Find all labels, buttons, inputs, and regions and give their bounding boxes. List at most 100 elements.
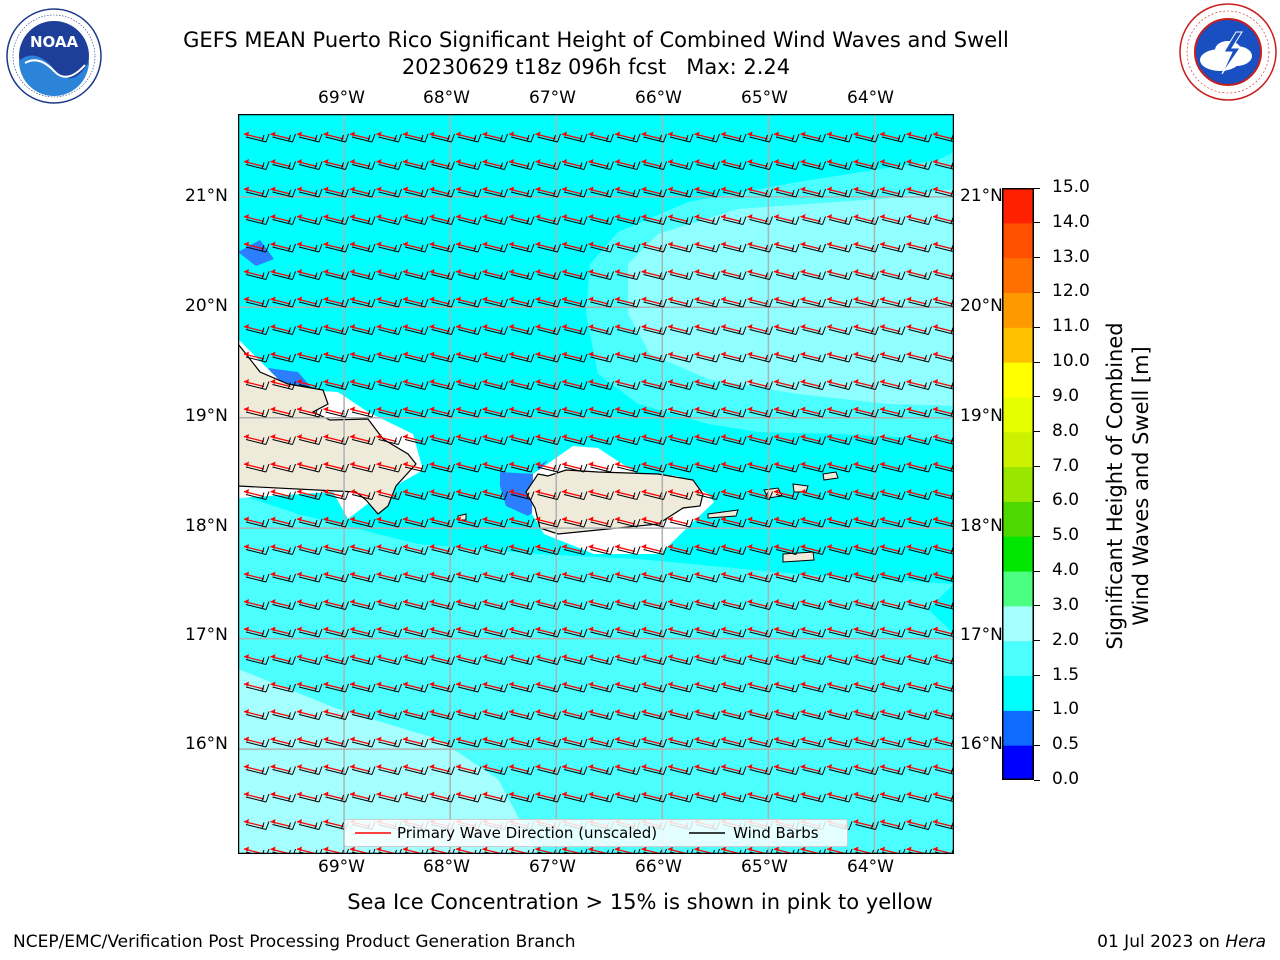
wave-arrow-head	[853, 241, 859, 247]
wind-barb	[404, 408, 429, 418]
wind-barb	[881, 408, 906, 418]
wind-barb	[881, 298, 906, 308]
wave-arrow-head	[615, 571, 620, 577]
wave-arrow-head	[668, 681, 673, 687]
wave-arrow-head	[376, 269, 382, 274]
wave-arrow-head	[535, 159, 541, 164]
wind-barb	[855, 656, 879, 665]
colorbar-tick-mark	[1034, 675, 1040, 677]
wave-arrow-head	[880, 489, 885, 494]
wind-barb	[457, 793, 482, 803]
wave-arrow-head	[562, 709, 567, 714]
wave-arrow-head	[588, 764, 594, 769]
wave-arrow-head	[880, 819, 885, 824]
wind-barb	[855, 573, 879, 583]
wave-arrow-head	[800, 214, 806, 219]
wind-barb	[828, 436, 853, 445]
wind-barb	[722, 683, 747, 693]
wave-arrow-head	[297, 571, 302, 577]
wave-arrow-head	[350, 406, 355, 412]
wind-barb	[934, 712, 954, 720]
wave-arrow-head	[668, 296, 673, 302]
wind-barb	[404, 656, 429, 665]
wind-barb	[722, 766, 747, 775]
wave-arrow-head	[933, 379, 938, 384]
wind-barb	[325, 271, 349, 280]
wave-arrow-head	[641, 846, 647, 852]
wave-arrow-head	[694, 846, 700, 852]
wave-arrow-head	[853, 791, 859, 797]
wind-barb	[431, 463, 455, 473]
wind-barb	[590, 243, 614, 253]
wave-arrow-head	[297, 791, 302, 797]
graticule	[238, 114, 954, 854]
wind-barb	[908, 381, 932, 390]
wind-barb	[722, 656, 747, 665]
wind-barb	[484, 161, 508, 170]
wave-arrow-head	[535, 296, 541, 302]
wind-barb	[510, 271, 535, 280]
wind-barb	[908, 821, 932, 830]
wind-barb	[828, 738, 853, 748]
wind-barb	[934, 409, 954, 418]
wind-barb	[802, 766, 826, 775]
wave-arrow-head	[376, 846, 382, 852]
wave-arrow-head	[906, 351, 912, 357]
wind-barb	[298, 656, 323, 665]
wind-barb	[431, 298, 455, 308]
wind-barb	[563, 573, 588, 583]
wind-barb	[855, 271, 879, 280]
wind-barb	[537, 546, 561, 555]
wind-barb	[908, 573, 932, 583]
wind-barb	[378, 298, 402, 308]
wave-arrow-head	[906, 846, 912, 852]
wave-arrow-head	[933, 599, 938, 604]
wave-arrow-head	[297, 296, 302, 302]
wind-barb	[802, 271, 826, 280]
wave-arrow-head	[270, 159, 276, 164]
wind-barb	[775, 766, 800, 775]
colorbar-segment	[1002, 501, 1034, 537]
wave-arrow-head	[721, 709, 726, 714]
wave-arrow-head	[482, 516, 488, 522]
wind-barb	[325, 601, 349, 610]
wave-arrow-head	[694, 324, 700, 329]
wind-barb	[616, 491, 641, 500]
wave-arrow-head	[456, 626, 461, 632]
wind-barb	[510, 381, 535, 390]
wind-barb	[616, 436, 641, 445]
wind-barb	[669, 628, 694, 638]
wind-barb	[378, 766, 402, 775]
wave-arrow-head	[270, 516, 276, 522]
wave-arrow-head	[562, 131, 567, 137]
wind-barb	[722, 738, 747, 748]
wind-barb	[643, 326, 667, 335]
wind-barb	[510, 436, 535, 445]
lon-label-top-69w: 69°W	[318, 88, 365, 108]
wave-arrow-head	[376, 599, 382, 604]
wave-arrow-head	[588, 736, 594, 742]
wave-arrow-head	[906, 626, 912, 632]
wave-arrow-head	[774, 709, 779, 714]
wind-barb	[404, 326, 429, 335]
wave-arrow-head	[535, 681, 541, 687]
wind-barb	[272, 463, 296, 473]
wave-arrow-head	[880, 681, 885, 687]
wave-arrow-head	[350, 159, 355, 164]
wind-barb	[378, 408, 402, 418]
wind-barb	[245, 821, 270, 830]
lon-label-bottom-68w: 68°W	[423, 857, 470, 877]
wind-barb	[510, 298, 535, 308]
wind-barb	[272, 546, 296, 555]
wind-barb	[802, 546, 826, 555]
wind-barb	[590, 298, 614, 308]
wind-barb	[537, 491, 561, 500]
wave-arrow-head	[827, 159, 832, 164]
wave-arrow-head	[350, 791, 355, 797]
wind-barb	[510, 408, 535, 418]
wind-barb	[404, 216, 429, 225]
wind-barb	[484, 326, 508, 335]
wind-barb	[908, 298, 932, 308]
wave-arrow-head	[721, 159, 726, 164]
wind-barb	[908, 656, 932, 665]
